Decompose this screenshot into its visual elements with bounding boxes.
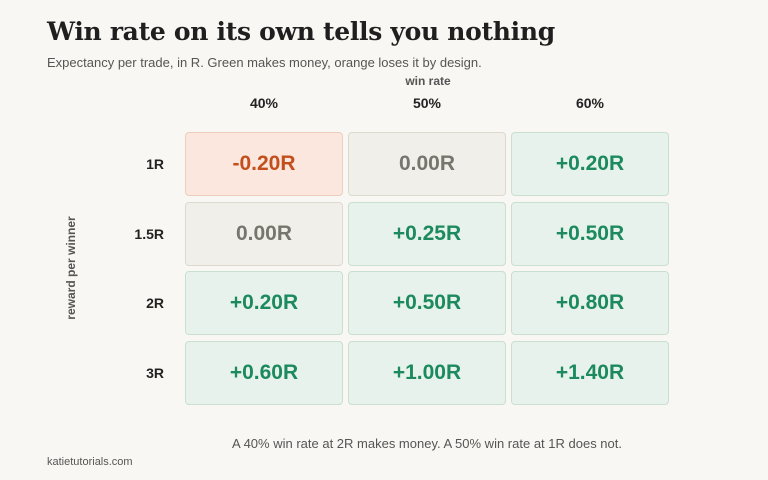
y-axis-title: reward per winner xyxy=(64,216,78,320)
heatmap-cell: -0.20R xyxy=(185,132,343,196)
column-label: 60% xyxy=(575,95,605,111)
chart-subtitle: Expectancy per trade, in R. Green makes … xyxy=(47,55,482,70)
heatmap-cell: +0.60R xyxy=(185,341,343,405)
heatmap-cell: +0.20R xyxy=(185,271,343,335)
heatmap-cell: +1.40R xyxy=(511,341,669,405)
row-label: 1.5R xyxy=(134,226,164,242)
heatmap-cell: 0.00R xyxy=(185,202,343,266)
source-credit: katietutorials.com xyxy=(47,456,133,468)
heatmap-cell: +0.20R xyxy=(511,132,669,196)
chart-title: Win rate on its own tells you nothing xyxy=(47,17,555,46)
row-label: 1R xyxy=(146,156,164,172)
column-label: 40% xyxy=(249,95,279,111)
row-label: 3R xyxy=(146,365,164,381)
heatmap-cell: +0.50R xyxy=(511,202,669,266)
heatmap-cell: +0.25R xyxy=(348,202,506,266)
row-label: 2R xyxy=(146,295,164,311)
chart-annotation: A 40% win rate at 2R makes money. A 50% … xyxy=(232,436,622,451)
heatmap-cell: 0.00R xyxy=(348,132,506,196)
x-axis-title: win rate xyxy=(405,74,451,88)
heatmap-cell: +0.50R xyxy=(348,271,506,335)
heatmap-cell: +1.00R xyxy=(348,341,506,405)
heatmap-cell: +0.80R xyxy=(511,271,669,335)
column-label: 50% xyxy=(412,95,442,111)
